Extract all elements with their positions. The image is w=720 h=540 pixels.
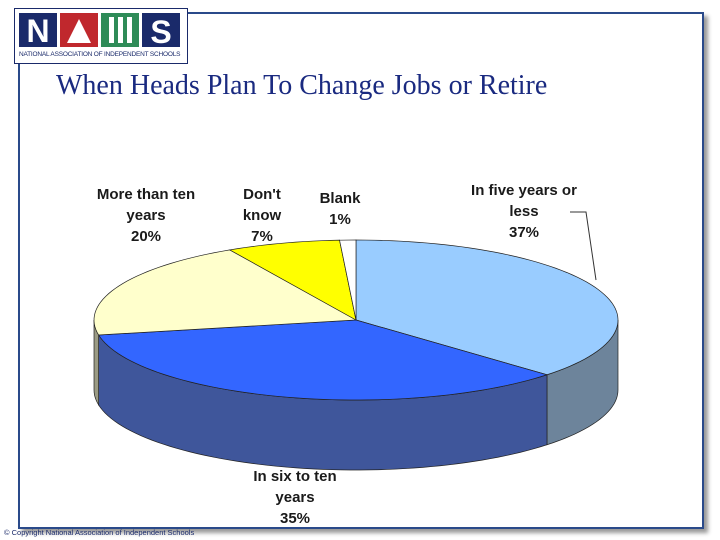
- slice-label: More than ten years 20%: [86, 184, 206, 247]
- slice-label: In six to ten years 35%: [245, 466, 345, 529]
- pie-slice: [93, 249, 358, 336]
- category-label: Don't know: [242, 186, 282, 224]
- logo-text: NATIONAL ASSOCIATION OF INDEPENDENT SCHO…: [19, 51, 181, 58]
- pie-slice: [228, 239, 357, 321]
- logo-mark: N S: [19, 13, 180, 50]
- value-label: 20%: [130, 228, 162, 245]
- value-label: 35%: [279, 510, 311, 527]
- pie-slice: [355, 239, 619, 376]
- value-label: 7%: [251, 228, 273, 245]
- category-label: In six to ten years: [253, 468, 337, 506]
- pie-slice: [98, 319, 549, 401]
- footer: © Copyright National Association of Inde…: [4, 528, 195, 537]
- svg-text:N: N: [26, 13, 49, 49]
- category-label: More than ten years: [96, 186, 196, 224]
- logo: N S NATIONAL ASSOCIATION OF INDEPENDENT …: [14, 8, 188, 64]
- chart-title: When Heads Plan To Change Jobs or Retire: [56, 70, 548, 101]
- svg-text:S: S: [150, 14, 171, 50]
- category-label: Blank: [319, 190, 361, 207]
- slice-label: In five years or less 37%: [469, 180, 579, 243]
- category-label: In five years or less: [471, 182, 577, 220]
- slice-label: Don't know 7%: [236, 184, 288, 247]
- slice-label: Blank 1%: [310, 188, 370, 230]
- value-label: 1%: [329, 211, 351, 228]
- pie-slice: [339, 239, 357, 321]
- leader-line: [570, 211, 597, 281]
- value-label: 37%: [508, 224, 540, 241]
